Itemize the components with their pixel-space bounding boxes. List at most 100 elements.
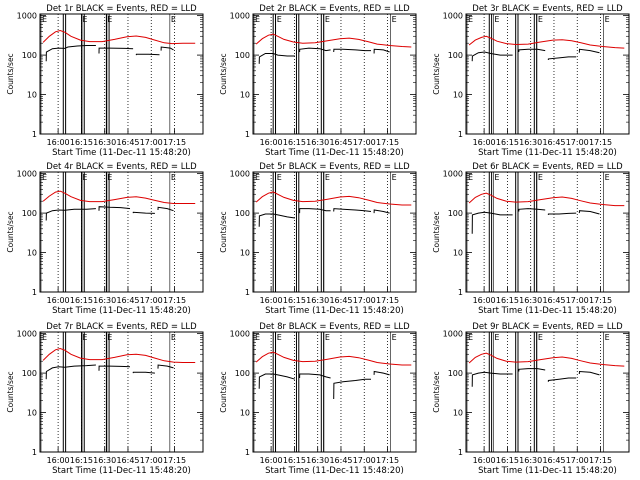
events-series-line [471,211,513,234]
flag-label: E [255,173,260,182]
plot-frame [39,331,204,453]
events-series-line [98,47,134,54]
x-tick-label: 16:30 [519,296,542,305]
y-axis-label: Counts/sec [6,211,15,252]
x-tick-label: 17:00 [353,138,376,147]
flag-label: E [82,15,87,24]
events-series-line [518,48,546,53]
x-tick-label: 16:00 [47,138,70,147]
events-series-line [258,53,295,64]
y-tick-label: 1 [32,288,37,297]
lld-series-line [42,190,196,204]
y-tick-label: 10 [240,409,250,418]
flag-label: E [107,173,112,182]
y-tick-label: 1 [245,288,250,297]
y-tick-label: 10 [453,249,463,258]
panel-title: Det 7r BLACK = Events, RED = LLD [46,322,197,332]
lld-series-line [42,29,196,45]
events-series-line [333,48,371,53]
x-tick-label: 17:00 [140,296,163,305]
y-axis-label: Counts/sec [219,371,228,412]
flag-label: E [277,333,282,342]
x-tick-label: 16:00 [473,456,496,465]
x-tick-label: 16:00 [260,296,283,305]
events-series-line [157,364,174,369]
events-series-line [333,378,371,400]
flag-label: E [255,15,260,24]
events-series-line [547,56,577,61]
x-tick-label: 16:30 [93,296,116,305]
y-tick-label: 1 [458,130,463,139]
x-tick-label: 17:00 [566,138,589,147]
y-tick-label: 100 [22,369,37,378]
x-tick-label: 17:00 [353,456,376,465]
events-series-line [578,48,600,54]
panel-title: Det 3r BLACK = Events, RED = LLD [472,4,623,14]
x-tick-label: 17:15 [589,138,612,147]
x-tick-label: 16:45 [116,456,139,465]
y-axis-label: Counts/sec [432,211,441,252]
flag-label: E [494,15,499,24]
events-series-line [135,53,160,56]
x-tick-label: 17:00 [566,456,589,465]
x-tick-label: 17:15 [376,296,399,305]
x-tick-label: 16:30 [306,296,329,305]
events-series-line [157,206,174,212]
events-series-line [471,51,513,62]
x-tick-label: 17:15 [163,456,186,465]
lld-series-line [468,192,625,207]
x-tick-label: 16:00 [473,138,496,147]
flag-label: E [42,173,47,182]
events-series-line [471,371,513,387]
y-axis-label: Counts/sec [6,53,15,94]
y-tick-label: 1000 [443,170,463,179]
x-tick-label: 17:15 [163,296,186,305]
y-tick-label: 1000 [230,12,250,21]
x-tick-label: 16:45 [329,138,352,147]
flag-label: E [392,333,397,342]
plot-frame [252,13,417,135]
y-tick-label: 1 [32,448,37,457]
y-tick-label: 1000 [443,12,463,21]
y-tick-label: 1 [32,130,37,139]
plot-frame [465,331,630,453]
lld-series-line [42,347,196,363]
flag-label: E [42,333,47,342]
panel-title: Det 6r BLACK = Events, RED = LLD [472,162,623,172]
x-tick-label: 16:45 [329,296,352,305]
y-tick-label: 1 [458,288,463,297]
y-axis-label: Counts/sec [432,371,441,412]
events-series-line [547,212,577,215]
events-series-line [518,208,546,212]
x-axis-label: Start Time (11-Dec-11 15:48:20) [52,306,191,316]
x-tick-label: 16:45 [116,138,139,147]
x-tick-label: 17:15 [589,296,612,305]
y-tick-label: 100 [448,209,463,218]
panel-title: Det 9r BLACK = Events, RED = LLD [472,322,623,332]
plot-frame [252,331,417,453]
x-axis-label: Start Time (11-Dec-11 15:48:20) [265,306,404,316]
x-tick-label: 16:45 [116,296,139,305]
y-tick-label: 100 [235,51,250,60]
x-tick-label: 17:00 [140,138,163,147]
lld-series-line [468,35,625,49]
x-tick-label: 16:30 [93,138,116,147]
x-axis-label: Start Time (11-Dec-11 15:48:20) [265,466,404,476]
y-tick-label: 10 [240,249,250,258]
plot-frame [252,171,417,293]
flag-label: E [605,333,610,342]
panel-title: Det 5r BLACK = Events, RED = LLD [259,162,410,172]
events-series-line [299,47,331,53]
y-tick-label: 100 [235,369,250,378]
panel-title: Det 2r BLACK = Events, RED = LLD [259,4,410,14]
x-tick-label: 16:30 [93,456,116,465]
events-series-line [547,377,577,382]
y-axis-label: Counts/sec [6,371,15,412]
x-tick-label: 17:00 [140,456,163,465]
flag-label: E [538,333,543,342]
events-series-line [373,48,390,54]
